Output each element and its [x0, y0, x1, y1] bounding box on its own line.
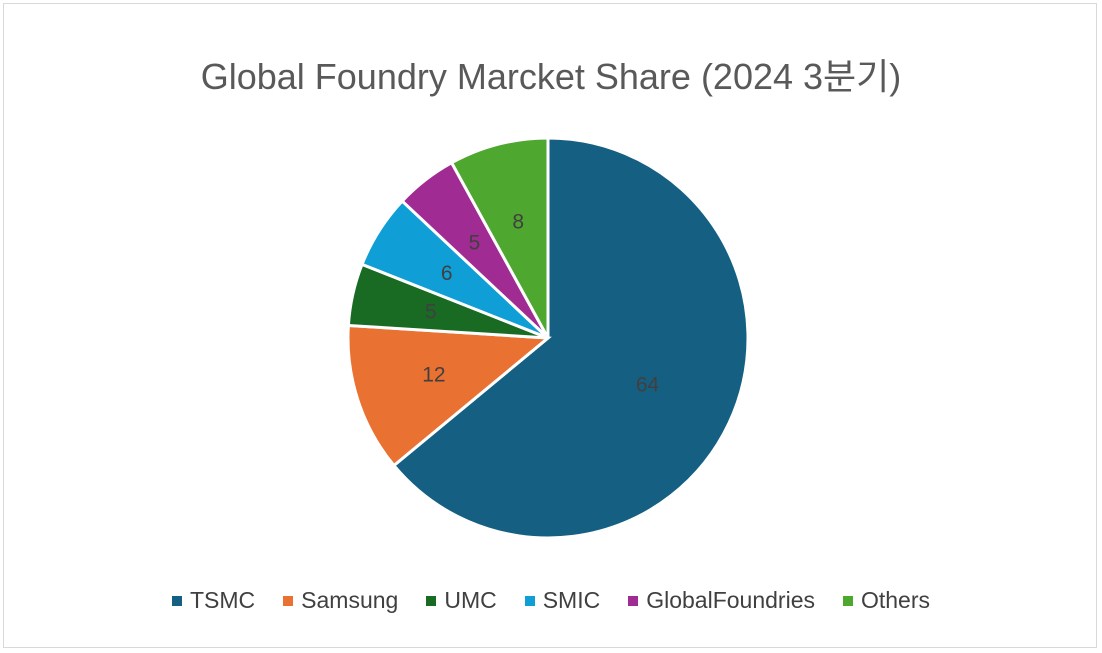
legend-label: GlobalFoundries — [646, 587, 815, 613]
legend-item-tsmc: TSMC — [171, 587, 256, 614]
data-label-umc: 5 — [425, 300, 437, 323]
legend-swatch — [283, 595, 294, 606]
legend-label: SMIC — [542, 587, 601, 613]
data-label-tsmc: 64 — [636, 373, 660, 396]
legend-swatch — [842, 595, 853, 606]
legend-label: UMC — [444, 587, 497, 613]
legend-label: Others — [860, 587, 931, 613]
legend-item-samsung: Samsung — [283, 587, 398, 614]
legend-item-umc: UMC — [426, 587, 497, 614]
legend-item-smic: SMIC — [524, 587, 601, 614]
legend-swatch — [426, 595, 437, 606]
legend-label: Samsung — [301, 587, 399, 613]
legend: TSMC Samsung UMC SMIC GlobalFoundries Others — [4, 587, 1098, 614]
pie-slice-tsmc — [391, 136, 750, 540]
data-label-samsung: 12 — [422, 364, 445, 387]
legend-item-globalfoundries: GlobalFoundries — [628, 587, 815, 614]
chart-area: Global Foundry Marcket Share (2024 3분기) … — [3, 3, 1097, 648]
legend-swatch — [524, 595, 535, 606]
legend-item-others: Others — [842, 587, 931, 614]
pie-slice-others — [449, 136, 550, 339]
pie-data-labels: 64 12 565 8 — [422, 210, 659, 396]
chart-title: Global Foundry Marcket Share (2024 3분기) — [200, 56, 902, 97]
legend-swatch — [628, 595, 639, 606]
legend-label: TSMC — [189, 587, 256, 613]
data-label-globalfoundries: 5 — [469, 232, 481, 255]
data-label-others: 8 — [512, 210, 524, 233]
legend-swatch — [171, 595, 182, 606]
data-label-smic: 6 — [441, 262, 453, 285]
pie-slice-samsung — [346, 323, 552, 468]
pie-slices — [346, 136, 750, 540]
pie-chart: 64 12 565 8 — [346, 136, 750, 540]
